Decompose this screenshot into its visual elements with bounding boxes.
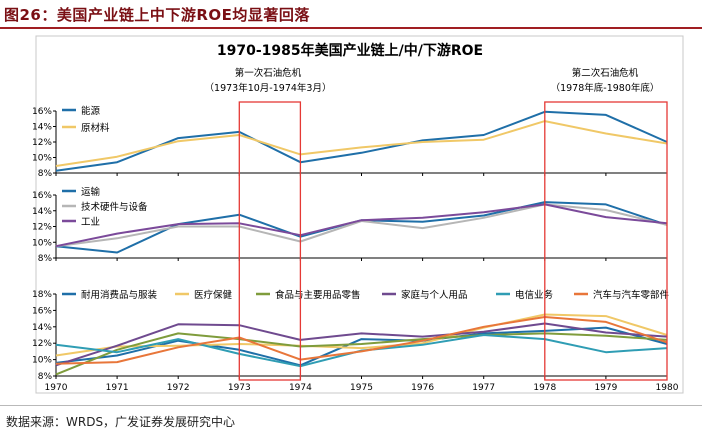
- chart-frame: [35, 35, 684, 394]
- x-tick-label: 1977: [472, 383, 495, 393]
- panel-upstream-ytick-label: 16%: [32, 107, 52, 117]
- legend-label-downstream-5: 汽车与汽车零部件: [593, 289, 670, 301]
- x-tick-label: 1974: [289, 383, 312, 393]
- panel-midstream-ytick-label: 12%: [32, 223, 52, 233]
- series-line-midstream-2: [55, 203, 668, 248]
- panel-midstream-ytick-label: 8%: [38, 254, 53, 264]
- panel-upstream-ytick-label: 14%: [32, 123, 52, 133]
- panel-upstream-ytick-label: 10%: [32, 154, 52, 164]
- series-line-upstream-1: [55, 120, 668, 167]
- panel-upstream-ytick-label: 12%: [32, 138, 52, 148]
- x-tick-label: 1980: [656, 383, 679, 393]
- x-tick-label: 1976: [411, 383, 434, 393]
- crisis-2-period: （1978年底-1980年底）: [551, 82, 660, 94]
- legend-label-downstream-1: 医疗保健: [194, 289, 233, 301]
- bottom-rule: [0, 405, 702, 406]
- legend-label-midstream-2: 工业: [81, 217, 100, 228]
- series-line-downstream-2: [55, 332, 668, 376]
- crisis-1-period: （1973年10月-1974年3月）: [205, 82, 332, 94]
- series-line-midstream-0: [55, 201, 668, 254]
- chart-title: 1970-1985年美国产业链上/中/下游ROE: [217, 42, 483, 59]
- x-tick-label: 1971: [106, 383, 129, 393]
- legend-label-downstream-0: 耐用消费品与服装: [81, 289, 158, 301]
- x-tick-label: 1978: [533, 383, 556, 393]
- x-tick-label: 1973: [228, 383, 251, 393]
- title-rule: [0, 27, 702, 29]
- legend-label-downstream-2: 食品与主要用品零售: [275, 289, 361, 301]
- legend-label-upstream-0: 能源: [81, 105, 101, 117]
- panel-downstream-ytick-label: 18%: [32, 290, 52, 300]
- panel-midstream-ytick-label: 14%: [32, 207, 52, 217]
- panel-downstream-ytick-label: 16%: [32, 306, 52, 316]
- crisis-box-1: [238, 101, 302, 381]
- panel-downstream-ytick-label: 10%: [32, 356, 52, 366]
- legend-label-midstream-0: 运输: [81, 186, 101, 198]
- figure-title: 图26：美国产业链上中下游ROE均显著回落: [4, 6, 310, 24]
- x-tick-label: 1979: [594, 383, 617, 393]
- legend-label-upstream-1: 原材料: [81, 122, 110, 134]
- panel-downstream-ytick-label: 14%: [32, 323, 52, 333]
- x-tick-label: 1970: [45, 383, 68, 393]
- x-tick-label: 1972: [167, 383, 190, 393]
- crisis-1-label: 第一次石油危机: [235, 67, 302, 79]
- series-line-upstream-0: [55, 110, 668, 172]
- crisis-box-2: [544, 101, 668, 381]
- legend-label-downstream-4: 电信业务: [515, 289, 554, 301]
- x-tick-label: 1975: [350, 383, 373, 393]
- series-line-downstream-3: [55, 322, 668, 367]
- legend-label-midstream-1: 技术硬件与设备: [81, 201, 148, 213]
- panel-midstream-ytick-label: 10%: [32, 238, 52, 248]
- panel-downstream-ytick-label: 8%: [38, 372, 53, 382]
- crisis-2-label: 第二次石油危机: [572, 67, 639, 79]
- panel-midstream-ytick-label: 16%: [32, 191, 52, 201]
- panel-upstream-ytick-label: 8%: [38, 169, 53, 179]
- legend-label-downstream-3: 家庭与个人用品: [401, 289, 468, 301]
- series-line-downstream-1: [55, 313, 668, 357]
- series-line-downstream-5: [55, 316, 668, 365]
- panel-downstream-ytick-label: 12%: [32, 339, 52, 349]
- source-note: 数据来源：WRDS，广发证券发展研究中心: [6, 415, 236, 429]
